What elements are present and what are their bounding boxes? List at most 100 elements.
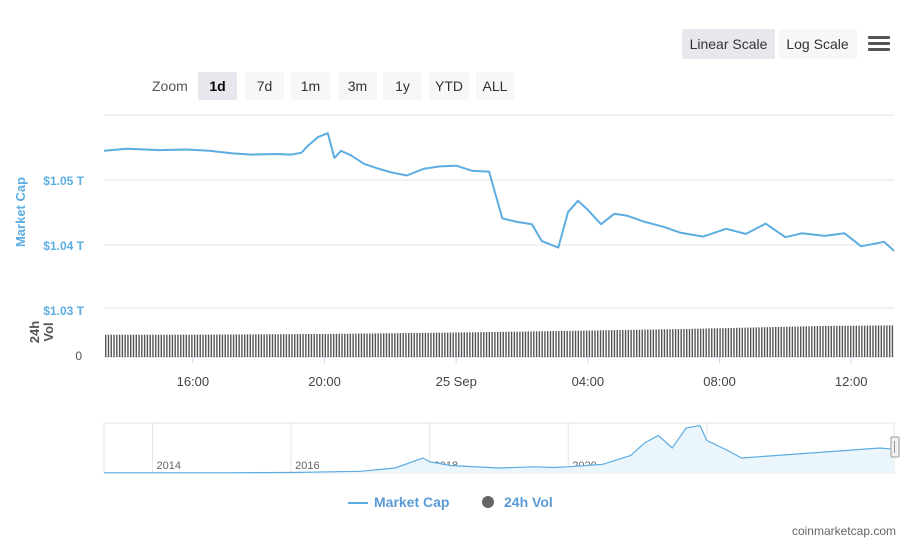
legend-market-cap[interactable]: Market Cap [348,494,449,510]
volume-bar [396,333,399,357]
volume-bar [808,326,810,357]
volume-bar [455,332,457,357]
volume-bar [736,327,738,357]
volume-bar [852,325,855,357]
volume-bar [758,327,760,357]
volume-bar [752,327,755,357]
zoom-7d-button[interactable]: 7d [245,72,284,100]
zoom-ytd-button[interactable]: YTD [429,72,469,100]
volume-bar [202,334,204,357]
volume-bar [694,328,696,357]
volume-bar [613,330,616,357]
volume-bar [241,334,243,357]
linear-scale-button[interactable]: Linear Scale [682,29,775,59]
zoom-3m-button[interactable]: 3m [338,72,377,100]
volume-bar [822,326,824,357]
volume-bar [780,326,782,357]
volume-bar [288,334,290,357]
volume-bar [377,333,379,357]
volume-bar [238,334,240,357]
volume-bar [727,328,730,357]
volume-bar [218,334,221,357]
volume-bar [661,329,663,357]
volume-bar [702,328,705,357]
volume-bar [580,330,582,357]
volume-bar [152,334,154,357]
volume-bar [644,329,646,357]
volume-bar [494,331,496,357]
volume-bar [802,326,805,357]
navigator-area [104,425,894,473]
volume-bar [535,331,538,357]
volume-bar [825,325,827,357]
volume-bar [146,334,149,357]
volume-bar [319,333,321,357]
volume-bar [711,328,713,357]
volume-bar [883,325,885,357]
volume-bar [216,334,218,357]
legend-volume-label: 24h Vol [504,494,553,510]
volume-bar [630,329,632,357]
chart-menu-icon[interactable] [862,29,896,59]
volume-bar [499,331,502,357]
volume-bar [299,334,301,357]
volume-bar [866,325,869,357]
zoom-1d-button[interactable]: 1d [198,72,237,100]
volume-bar [730,327,732,357]
legend-volume[interactable]: 24h Vol [482,494,553,510]
volume-bar [744,327,746,357]
volume-bar [813,326,816,357]
volume-bar [777,326,780,357]
zoom-label: Zoom [152,78,188,94]
x-tick-label: 25 Sep [436,374,477,389]
volume-bar [583,330,585,357]
volume-bar [107,334,110,357]
volume-bar [811,326,813,357]
volume-bar [891,325,894,357]
volume-bar [341,333,343,357]
market-cap-line-icon [348,502,368,505]
volume-bar [277,334,279,357]
volume-bar [310,334,313,357]
volume-bar [602,330,605,357]
navigator-year-label: 2016 [295,460,319,472]
volume-bar [335,333,338,357]
volume-bar [110,334,112,357]
volume-bar [741,327,744,357]
volume-bar [433,332,435,357]
volume-bar [166,334,168,357]
zoom-all-button[interactable]: ALL [476,72,514,100]
volume-bar [357,333,360,357]
volume-bar [819,326,821,357]
volume-bar [888,325,891,357]
volume-bar [533,331,535,357]
volume-bar [416,332,418,357]
volume-bar [271,334,274,357]
volume-bar [610,330,613,357]
volume-bar [402,333,404,357]
volume-bar [847,325,849,357]
volume-bar [605,330,607,357]
volume-bar [413,332,415,357]
volume-bar [652,329,655,357]
volume-bar [177,334,179,357]
market-cap-series-line [103,132,895,252]
volume-bar [480,332,482,357]
volume-bar [772,327,774,357]
volume-bar [886,325,888,357]
volume-bar [157,334,160,357]
x-tick-label: 04:00 [572,374,605,389]
volume-bar [713,328,716,357]
zoom-1m-button[interactable]: 1m [291,72,330,100]
volume-bar [527,331,529,357]
zoom-1y-button[interactable]: 1y [383,72,422,100]
volume-bar [530,331,532,357]
volume-bar [196,334,199,357]
volume-bar [547,331,549,357]
volume-bar [635,329,638,357]
volume-bar [252,334,254,357]
volume-bar [563,330,566,357]
volume-bar [135,334,137,357]
log-scale-button[interactable]: Log Scale [778,29,857,59]
